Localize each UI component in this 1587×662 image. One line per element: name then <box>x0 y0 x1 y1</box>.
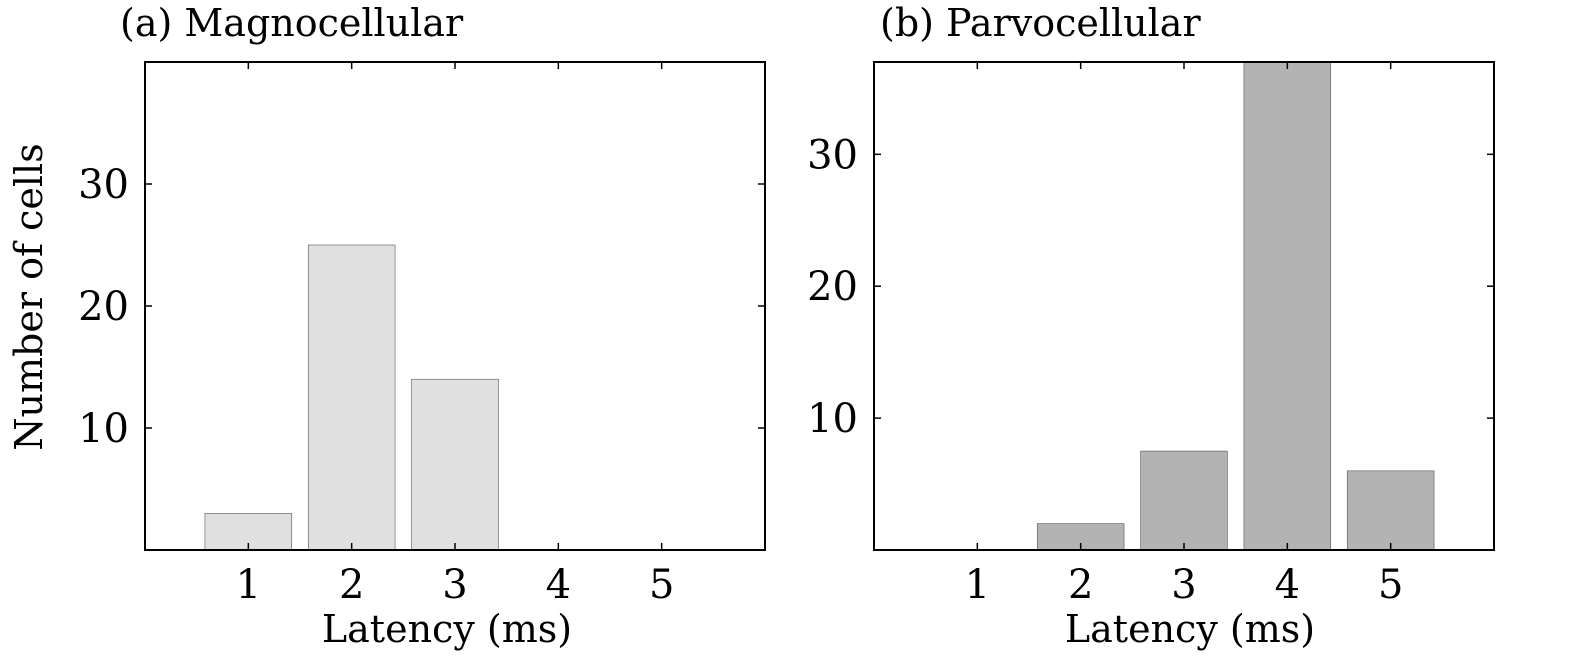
x-tick-label-magnocellular-2: 2 <box>339 562 364 608</box>
panel-parvocellular: (b) Parvocellular 1 2 3 4 5 10 20 30 Latency (m… <box>807 1 1495 651</box>
y-tick-label-magnocellular-30: 30 <box>78 162 129 208</box>
bar-magnocellular-3 <box>411 378 499 551</box>
panel-title-magnocellular: (a) Magnocellular <box>120 1 464 45</box>
x-tick-label-magnocellular-3: 3 <box>442 562 467 608</box>
bar-parvocellular-3 <box>1140 450 1228 551</box>
x-tick-label-parvocellular-3: 3 <box>1171 562 1196 608</box>
x-tick-label-magnocellular-4: 4 <box>546 562 571 608</box>
x-axis-label-parvocellular: Latency (ms) <box>1065 607 1315 651</box>
y-tick-label-magnocellular-20: 20 <box>78 284 129 330</box>
y-tick-label-parvocellular-20: 20 <box>807 264 858 310</box>
panel-title-parvocellular: (b) Parvocellular <box>880 1 1201 45</box>
plot-area-magnocellular: 1 2 3 4 5 10 20 30 <box>78 61 766 608</box>
y-tick-label-parvocellular-10: 10 <box>807 396 858 442</box>
x-tick-label-parvocellular-2: 2 <box>1068 562 1093 608</box>
bar-parvocellular-4 <box>1243 61 1332 551</box>
x-tick-label-magnocellular-1: 1 <box>236 562 261 608</box>
x-tick-label-parvocellular-5: 5 <box>1378 562 1403 608</box>
x-axis-label-magnocellular: Latency (ms) <box>322 607 572 651</box>
y-tick-label-parvocellular-30: 30 <box>807 132 858 178</box>
bar-parvocellular-5 <box>1346 470 1435 551</box>
bar-magnocellular-2 <box>307 244 396 551</box>
x-tick-label-parvocellular-4: 4 <box>1275 562 1300 608</box>
plot-area-parvocellular: 1 2 3 4 5 10 20 30 <box>807 61 1495 608</box>
y-axis-label: Number of cells <box>7 143 51 450</box>
panel-magnocellular: (a) Magnocellular 1 2 3 4 5 10 20 30 Latency (m… <box>78 1 766 651</box>
y-tick-label-magnocellular-10: 10 <box>78 406 129 452</box>
x-tick-label-magnocellular-5: 5 <box>649 562 674 608</box>
x-tick-label-parvocellular-1: 1 <box>965 562 990 608</box>
